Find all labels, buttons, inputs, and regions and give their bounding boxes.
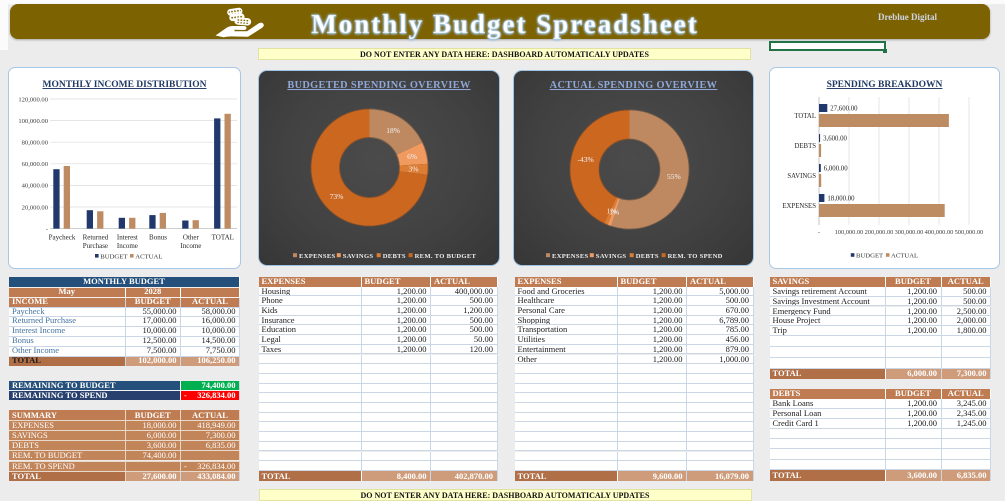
svg-text:DEBTS: DEBTS [382,253,405,260]
svg-text:27,600.00: 27,600.00 [830,105,858,112]
svg-text:BUDGET: BUDGET [856,252,883,259]
svg-text:Purchase: Purchase [83,242,108,250]
svg-text:40,000.00: 40,000.00 [22,182,49,189]
svg-text:MONTHLY INCOME DISTRIBUTION: MONTHLY INCOME DISTRIBUTION [43,80,207,90]
svg-text:Income: Income [117,242,138,250]
svg-text:18,000.00: 18,000.00 [827,195,855,202]
svg-text:100,000.00: 100,000.00 [835,229,864,236]
svg-text:ACTUAL: ACTUAL [135,253,162,260]
svg-text:Other: Other [183,233,200,241]
svg-text:73%: 73% [329,192,343,201]
svg-text:Paycheck: Paycheck [49,233,76,241]
svg-text:ACTUAL SPENDING OVERVIEW: ACTUAL SPENDING OVERVIEW [549,80,717,91]
svg-text:TOTAL: TOTAL [794,113,816,120]
svg-text:Bonus: Bonus [149,233,167,241]
svg-text:SAVINGS: SAVINGS [342,253,373,260]
svg-text:3,600.00: 3,600.00 [823,135,847,142]
svg-text:400,000.00: 400,000.00 [925,229,954,236]
svg-text:Returned: Returned [83,233,109,241]
svg-text:1%: 1% [606,206,616,215]
svg-text:REM. TO SPEND: REM. TO SPEND [667,253,722,260]
svg-text:20,000.00: 20,000.00 [22,204,49,211]
svg-text:3%: 3% [408,164,418,173]
svg-text:60,000.00: 60,000.00 [22,161,49,168]
svg-text:EXPENSES: EXPENSES [552,253,589,260]
svg-text:18%: 18% [386,125,400,134]
svg-text:55%: 55% [667,172,681,181]
svg-text:SAVINGS: SAVINGS [787,173,816,180]
svg-text:DEBTS: DEBTS [635,253,658,260]
svg-text:DEBTS: DEBTS [794,143,816,150]
svg-text:-: - [46,225,48,232]
svg-text:BUDGET: BUDGET [100,253,127,260]
svg-text:ACTUAL: ACTUAL [891,252,918,259]
svg-text:EXPENSES: EXPENSES [782,203,816,210]
svg-text:EXPENSES: EXPENSES [299,253,336,260]
svg-text:TOTAL: TOTAL [212,233,234,241]
svg-text:200,000.00: 200,000.00 [865,229,894,236]
svg-text:-: - [818,229,820,236]
svg-text:-43%: -43% [577,155,593,164]
svg-text:100,000.00: 100,000.00 [18,117,48,124]
svg-text:120,000.00: 120,000.00 [18,96,48,103]
svg-text:80,000.00: 80,000.00 [22,139,49,146]
svg-text:6%: 6% [407,152,417,161]
svg-text:SAVINGS: SAVINGS [595,253,626,260]
svg-text:BUDGETED SPENDING OVERVIEW: BUDGETED SPENDING OVERVIEW [287,80,471,91]
svg-text:REM. TO BUDGET: REM. TO BUDGET [414,253,476,260]
svg-text:Income: Income [180,242,201,250]
svg-text:SPENDING BREAKDOWN: SPENDING BREAKDOWN [827,80,943,90]
svg-text:500,000.00: 500,000.00 [955,229,984,236]
svg-text:1%: 1% [609,207,619,216]
svg-text:Interest: Interest [117,233,138,241]
svg-text:300,000.00: 300,000.00 [895,229,924,236]
svg-text:6,000.00: 6,000.00 [824,165,848,172]
